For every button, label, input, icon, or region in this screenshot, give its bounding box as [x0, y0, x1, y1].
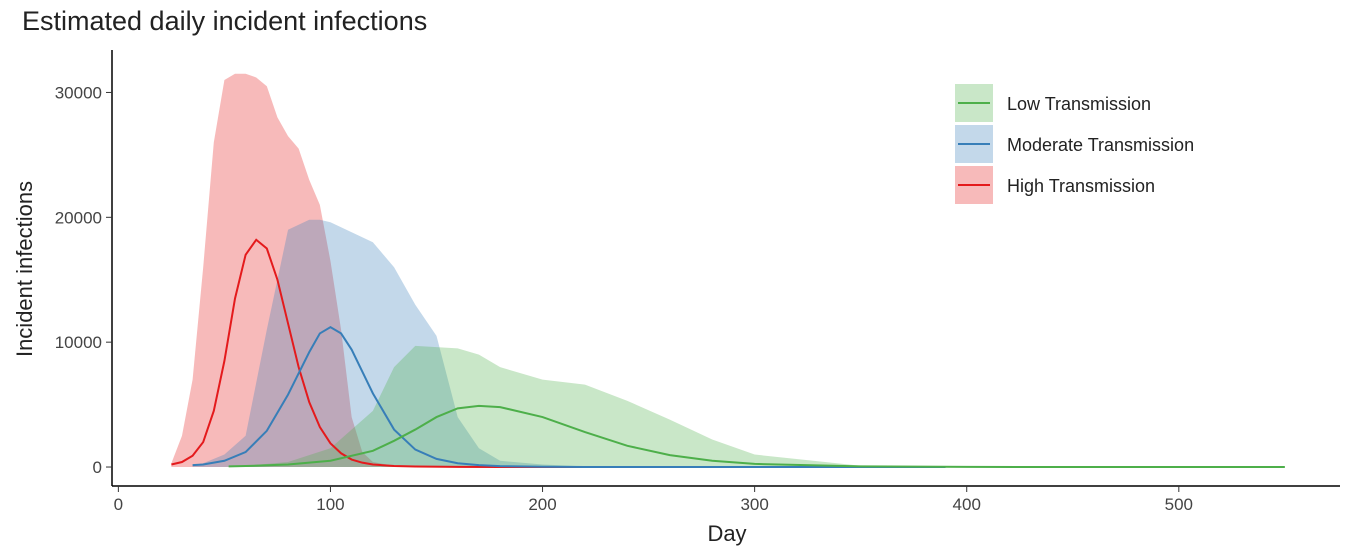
ribbon	[228, 345, 1285, 468]
legend-label: Low Transmission	[1007, 94, 1151, 114]
x-tick-label: 400	[953, 495, 981, 514]
y-tick-label: 30000	[55, 83, 102, 102]
chart-title: Estimated daily incident infections	[22, 6, 427, 36]
x-axis-label: Day	[707, 521, 746, 546]
y-tick-label: 10000	[55, 333, 102, 352]
ribbon	[171, 73, 607, 468]
legend-label: High Transmission	[1007, 176, 1155, 196]
x-tick-label: 200	[528, 495, 556, 514]
x-tick-label: 100	[316, 495, 344, 514]
y-tick-label: 20000	[55, 208, 102, 227]
x-tick-label: 300	[740, 495, 768, 514]
line	[192, 326, 946, 469]
legend: Low Transmission Moderate Transmission Hig…	[955, 84, 1194, 204]
y-tick-label: 0	[93, 458, 102, 477]
y-axis-label: Incident infections	[12, 181, 37, 357]
line	[171, 238, 607, 469]
x-tick-label: 500	[1165, 495, 1193, 514]
x-tick-label: 0	[114, 495, 123, 514]
legend-label: Moderate Transmission	[1007, 135, 1194, 155]
line	[228, 404, 1285, 469]
